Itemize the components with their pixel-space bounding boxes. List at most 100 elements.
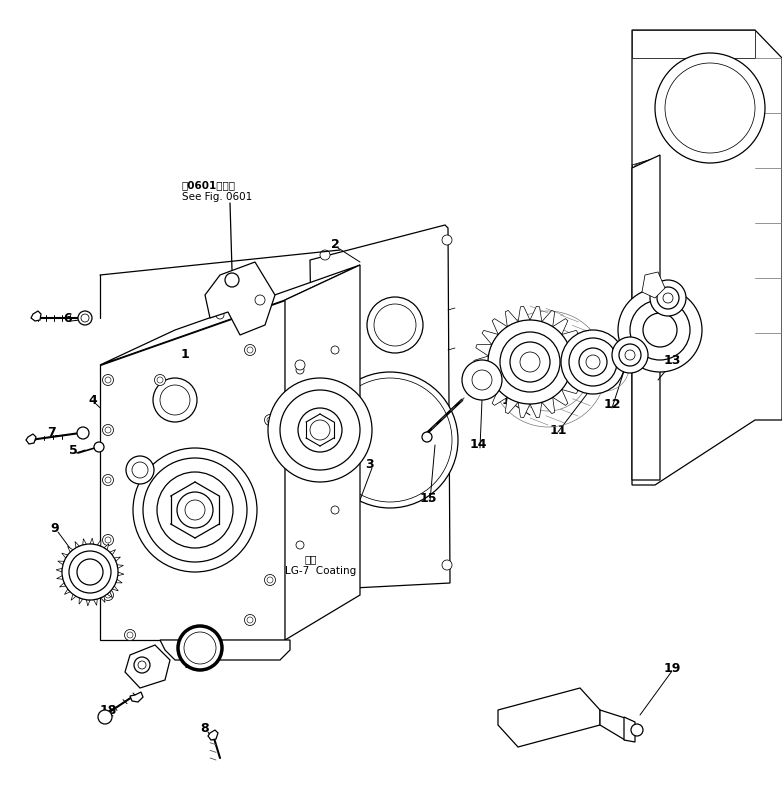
Circle shape (374, 304, 416, 346)
Circle shape (488, 320, 572, 404)
Circle shape (157, 472, 233, 548)
Circle shape (98, 710, 112, 724)
Circle shape (631, 724, 643, 736)
Circle shape (62, 544, 118, 600)
Circle shape (247, 347, 253, 353)
Circle shape (184, 632, 216, 664)
Circle shape (310, 420, 330, 440)
Circle shape (264, 574, 275, 586)
Polygon shape (542, 398, 554, 414)
Text: LG-7  Coating: LG-7 Coating (285, 566, 357, 576)
Polygon shape (474, 356, 489, 368)
Circle shape (317, 570, 327, 580)
Polygon shape (475, 345, 492, 356)
Circle shape (331, 346, 339, 354)
Polygon shape (56, 576, 63, 579)
Circle shape (102, 374, 113, 386)
Circle shape (561, 330, 625, 394)
Polygon shape (75, 542, 79, 548)
Polygon shape (56, 568, 63, 572)
Circle shape (331, 506, 339, 514)
Text: See Fig. 0601: See Fig. 0601 (182, 192, 253, 202)
Polygon shape (116, 579, 122, 583)
Text: 13: 13 (663, 354, 680, 366)
Polygon shape (505, 310, 518, 326)
Circle shape (295, 360, 305, 370)
Text: 18: 18 (99, 703, 117, 717)
Circle shape (665, 63, 755, 153)
Text: 塗布: 塗布 (305, 554, 317, 564)
Polygon shape (90, 538, 94, 544)
Circle shape (296, 366, 304, 374)
Polygon shape (117, 565, 124, 568)
Circle shape (320, 250, 330, 260)
Circle shape (102, 534, 113, 546)
Text: 9: 9 (51, 522, 59, 534)
Circle shape (77, 427, 89, 439)
Circle shape (157, 377, 163, 383)
Circle shape (132, 462, 148, 478)
Circle shape (422, 432, 432, 442)
Circle shape (625, 350, 635, 360)
Circle shape (618, 288, 702, 372)
Circle shape (81, 314, 89, 322)
Circle shape (280, 390, 360, 470)
Circle shape (124, 630, 135, 641)
Circle shape (267, 577, 273, 583)
Circle shape (268, 378, 372, 482)
Circle shape (153, 378, 197, 422)
Polygon shape (59, 582, 66, 587)
Polygon shape (107, 592, 113, 598)
Polygon shape (498, 688, 600, 747)
Circle shape (69, 551, 111, 593)
Circle shape (264, 414, 275, 426)
Polygon shape (62, 553, 68, 558)
Circle shape (102, 425, 113, 435)
Polygon shape (58, 561, 64, 565)
Circle shape (77, 559, 103, 585)
Circle shape (520, 352, 540, 372)
Circle shape (655, 53, 765, 163)
Circle shape (105, 377, 111, 383)
Circle shape (105, 537, 111, 543)
Circle shape (178, 626, 222, 670)
Text: 8: 8 (201, 722, 210, 734)
Circle shape (195, 633, 206, 643)
Polygon shape (632, 155, 660, 480)
Polygon shape (71, 594, 76, 600)
Polygon shape (94, 599, 97, 606)
Polygon shape (160, 640, 290, 660)
Circle shape (216, 311, 224, 319)
Circle shape (586, 355, 600, 369)
Polygon shape (104, 544, 109, 550)
Polygon shape (118, 572, 124, 576)
Polygon shape (624, 717, 635, 742)
Polygon shape (114, 557, 120, 562)
Polygon shape (530, 306, 542, 322)
Text: 10: 10 (501, 394, 518, 406)
Circle shape (133, 448, 257, 572)
Circle shape (105, 592, 111, 598)
Polygon shape (553, 318, 568, 334)
Polygon shape (208, 730, 218, 740)
Circle shape (442, 235, 452, 245)
Circle shape (245, 345, 256, 355)
Polygon shape (125, 645, 170, 688)
Circle shape (643, 313, 677, 347)
Circle shape (126, 456, 154, 484)
Polygon shape (482, 330, 498, 345)
Polygon shape (475, 368, 492, 379)
Text: 12: 12 (603, 398, 621, 411)
Text: 3: 3 (366, 458, 375, 471)
Polygon shape (505, 398, 518, 414)
Polygon shape (492, 318, 508, 334)
Circle shape (579, 348, 607, 376)
Circle shape (138, 661, 146, 669)
Circle shape (612, 337, 648, 373)
Polygon shape (530, 402, 542, 418)
Circle shape (78, 311, 92, 325)
Polygon shape (572, 356, 586, 368)
Text: 11: 11 (549, 423, 567, 437)
Polygon shape (561, 379, 578, 394)
Circle shape (442, 560, 452, 570)
